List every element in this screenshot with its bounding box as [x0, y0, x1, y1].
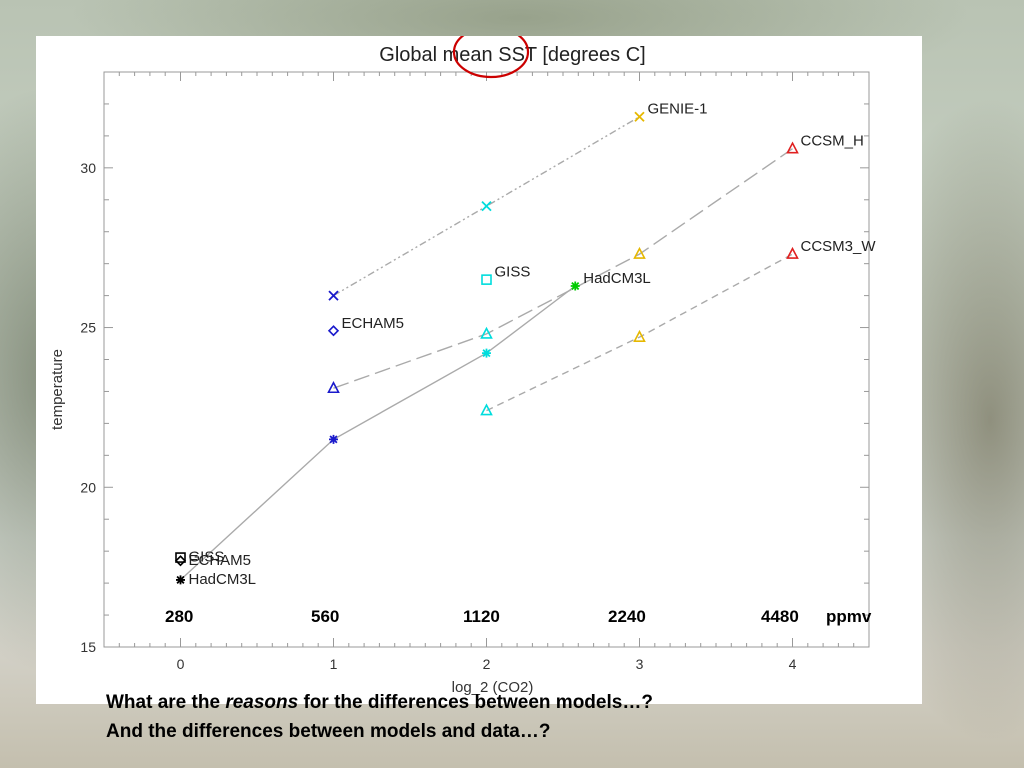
ppmv-unit-label: ppmv [826, 607, 872, 626]
data-point-ccsm3-w-2 [786, 246, 799, 259]
annotation-label-4: HadCM3L [583, 270, 651, 287]
sst-highlight-ellipse [452, 36, 530, 79]
data-point-giss-1 [481, 274, 492, 285]
annotation-label-0: GENIE-1 [648, 101, 708, 118]
x-tick-label: 4 [789, 656, 797, 672]
caption-line-2: And the differences between models and d… [106, 721, 551, 742]
data-point-hadcm3l-2 [482, 348, 491, 358]
annotation-label-2: CCSM3_W [801, 238, 877, 255]
y-tick-label: 15 [80, 639, 96, 655]
annotation-label-7: ECHAM5 [189, 552, 252, 569]
slide-caption: What are the reasons for the differences… [106, 688, 986, 746]
series-line-genie-1 [333, 116, 640, 297]
chart-svg: 15 20 25 30 0 1 2 3 4 Global mean SST [degrees C]… [49, 36, 877, 696]
series-line-hadcm3l [180, 285, 576, 581]
data-point-ccsm-h-2 [633, 246, 646, 259]
y-axis-label: temperature [49, 349, 66, 430]
annotation-label-6: GISS [189, 549, 225, 566]
caption-emphasis: reasons [225, 692, 299, 713]
chart-title: Global mean SST [degrees C] [379, 44, 645, 66]
ppmv-label-560: 560 [311, 607, 340, 626]
x-axis-label: log_2 (CO2) [452, 679, 534, 696]
annotation-label-3: GISS [495, 264, 531, 281]
data-point-genie-1-1 [481, 201, 492, 212]
data-point-ccsm-h-3 [786, 141, 799, 154]
chart-panel: 15 20 25 30 0 1 2 3 4 Global mean SST [degrees C]… [36, 36, 922, 704]
series-line-ccsm3-w [486, 253, 793, 412]
data-point-ccsm-h-1 [480, 326, 493, 339]
ppmv-label-280: 280 [165, 607, 194, 626]
x-tick-label: 2 [483, 656, 491, 672]
ppmv-label-2240: 2240 [608, 607, 646, 626]
data-point-ccsm3-w-1 [633, 329, 646, 342]
ppmv-label-1120: 1120 [463, 607, 500, 626]
data-point-hadcm3l-3 [570, 281, 580, 291]
data-point-giss-0 [175, 552, 186, 563]
y-tick-label: 25 [80, 320, 96, 336]
data-point-ccsm-h-0 [327, 381, 340, 394]
data-point-echam5-1 [327, 325, 340, 337]
y-tick-label: 20 [80, 479, 96, 495]
y-tick-label: 30 [80, 160, 96, 176]
data-point-genie-1-0 [328, 290, 339, 301]
ppmv-label-4480: 4480 [761, 607, 799, 626]
data-point-genie-1-2 [634, 111, 645, 122]
annotation-label-5: ECHAM5 [342, 315, 405, 332]
x-tick-label: 0 [177, 656, 185, 672]
x-tick-label: 1 [330, 656, 338, 672]
series-line-ccsm-h [333, 148, 793, 389]
data-point-echam5-0 [174, 555, 187, 567]
data-point-hadcm3l-1 [329, 434, 338, 444]
x-tick-label: 3 [636, 656, 644, 672]
annotation-label-8: HadCM3L [189, 571, 257, 588]
caption-line-1-start: What are the [106, 692, 226, 713]
data-point-hadcm3l-0 [176, 575, 185, 585]
annotation-label-1: CCSM_H [801, 133, 864, 150]
caption-line-1: What are the reasons for the differences… [106, 688, 986, 717]
caption-line-1-end: for the differences between models…? [298, 692, 653, 713]
data-point-ccsm3-w-0 [480, 403, 493, 416]
